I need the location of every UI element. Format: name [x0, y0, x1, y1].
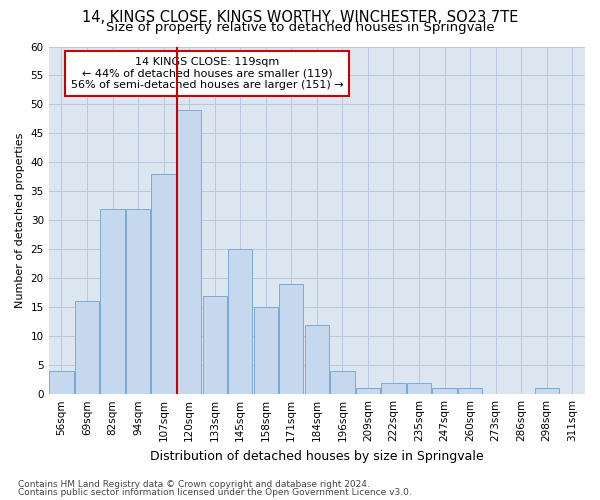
- Bar: [203, 296, 227, 394]
- Bar: [49, 371, 74, 394]
- Bar: [228, 250, 253, 394]
- Y-axis label: Number of detached properties: Number of detached properties: [15, 132, 25, 308]
- Bar: [177, 110, 201, 394]
- Text: 14 KINGS CLOSE: 119sqm
← 44% of detached houses are smaller (119)
56% of semi-de: 14 KINGS CLOSE: 119sqm ← 44% of detached…: [71, 57, 343, 90]
- Bar: [305, 324, 329, 394]
- Bar: [458, 388, 482, 394]
- Bar: [100, 209, 125, 394]
- Text: Contains public sector information licensed under the Open Government Licence v3: Contains public sector information licen…: [18, 488, 412, 497]
- Bar: [535, 388, 559, 394]
- Bar: [126, 209, 150, 394]
- Bar: [330, 371, 355, 394]
- X-axis label: Distribution of detached houses by size in Springvale: Distribution of detached houses by size …: [150, 450, 484, 462]
- Bar: [407, 382, 431, 394]
- Text: Size of property relative to detached houses in Springvale: Size of property relative to detached ho…: [106, 21, 494, 34]
- Bar: [151, 174, 176, 394]
- Text: 14, KINGS CLOSE, KINGS WORTHY, WINCHESTER, SO23 7TE: 14, KINGS CLOSE, KINGS WORTHY, WINCHESTE…: [82, 10, 518, 25]
- Bar: [382, 382, 406, 394]
- Bar: [279, 284, 304, 394]
- Bar: [433, 388, 457, 394]
- Bar: [254, 308, 278, 394]
- Bar: [75, 302, 99, 394]
- Bar: [356, 388, 380, 394]
- Text: Contains HM Land Registry data © Crown copyright and database right 2024.: Contains HM Land Registry data © Crown c…: [18, 480, 370, 489]
